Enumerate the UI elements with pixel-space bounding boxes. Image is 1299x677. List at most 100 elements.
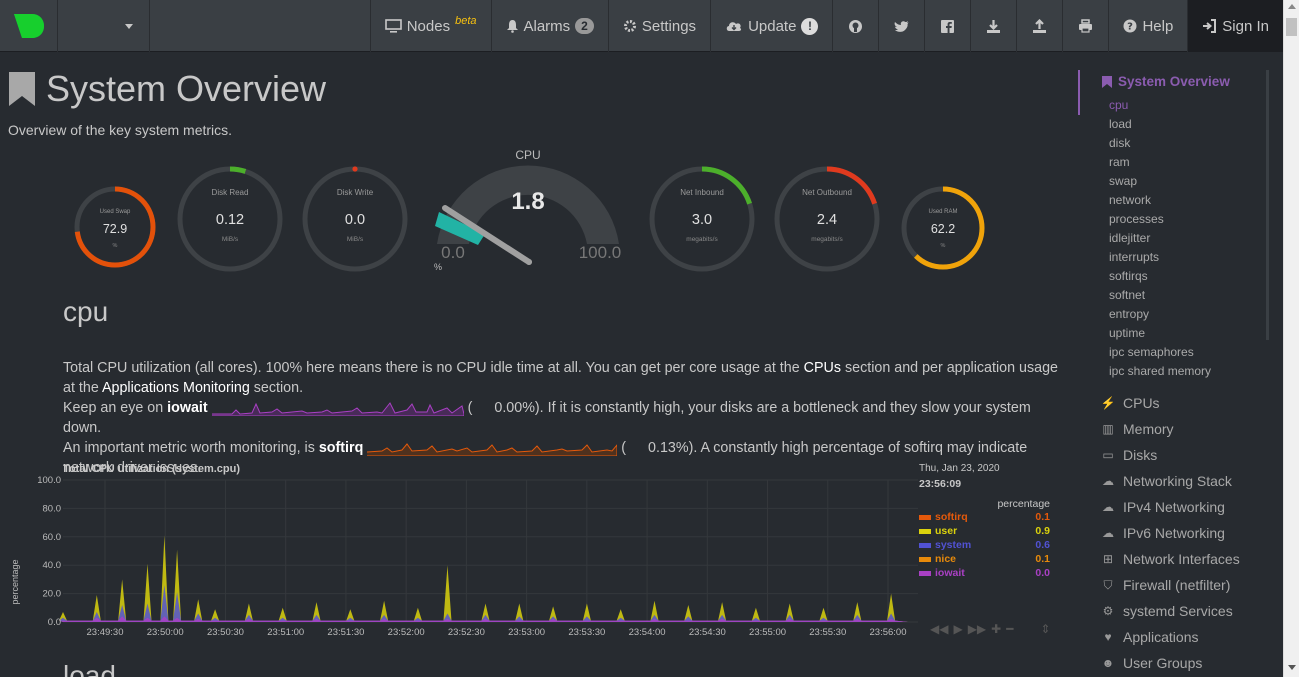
sidenav-group-disks[interactable]: ▭ Disks (1100, 447, 1157, 463)
disk-write-marker (352, 166, 358, 172)
print-button[interactable] (1062, 0, 1108, 52)
cpu-chart[interactable]: 100.0 80.0 60.0 40.0 20.0 0.0 23:49:30 23:50:0… (0, 470, 920, 645)
play-icon[interactable]: ▶ (953, 622, 963, 636)
legend-swatch (919, 542, 931, 548)
sidenav-group-memory[interactable]: ▥ Memory (1100, 421, 1174, 437)
page-scrollbar[interactable] (1283, 0, 1299, 677)
hdd-icon: ▭ (1102, 448, 1114, 462)
chart-x-tick-label: 23:53:00 (508, 627, 545, 638)
sidenav-group-label: IPv6 Networking (1123, 525, 1225, 541)
sidenav-group-networking-stack[interactable]: ☁ Networking Stack (1100, 473, 1232, 489)
iowait-text-1: Keep an eye on (63, 400, 168, 416)
iowait-sparkline[interactable] (211, 400, 464, 417)
legend-item-user[interactable]: user 0.9 (919, 524, 1054, 538)
settings-button[interactable]: Settings (607, 0, 710, 52)
help-button[interactable]: ? Help (1108, 0, 1187, 52)
zoom-out-icon[interactable]: ━ (1006, 622, 1014, 636)
used-ram-gauge[interactable]: Used RAM 62.2 % (900, 185, 986, 271)
iowait-label: iowait (167, 400, 208, 416)
scroll-up-arrow-icon[interactable] (1288, 4, 1296, 9)
sidenav-group-label: Memory (1123, 421, 1174, 437)
legend-series-name: user (935, 525, 958, 537)
sidenav-group-ipv4-networking[interactable]: ☁ IPv4 Networking (1100, 499, 1225, 515)
disk-write-gauge[interactable]: Disk Write 0.0 MiB/s (300, 164, 410, 274)
cpu-gauge[interactable]: CPU 1.8 0.0 100.0 % (425, 144, 635, 279)
bolt-icon: ⚡ (1100, 396, 1116, 410)
sidenav-group-label: Network Interfaces (1123, 551, 1240, 567)
chart-y-tick-label: 40.0 (43, 560, 62, 571)
upload-icon (1033, 18, 1047, 33)
used-swap-gauge[interactable]: Used Swap 72.9 % (73, 185, 157, 269)
nodes-button[interactable]: Nodes beta (369, 0, 491, 52)
used-swap-unit: % (113, 243, 118, 249)
sidenav-group-cpus[interactable]: ⚡ CPUs (1100, 395, 1160, 411)
cogs-icon: ⚙ (1102, 604, 1114, 618)
github-button[interactable] (832, 0, 878, 52)
cpu-section-heading: cpu (63, 296, 109, 327)
sign-in-button[interactable]: Sign In (1187, 0, 1283, 52)
node-selector-dropdown[interactable] (58, 0, 150, 52)
cpus-link[interactable]: CPUs (803, 360, 841, 376)
sidenav-sub-entropy[interactable]: entropy (1109, 307, 1150, 321)
sidenav-group-label: CPUs (1123, 395, 1160, 411)
iowait-text-2: ). If it is constantly high, your disks … (63, 400, 1031, 436)
legend-item-nice[interactable]: nice 0.1 (919, 552, 1054, 566)
net-inbound-gauge[interactable]: Net Inbound 3.0 megabits/s (647, 164, 757, 274)
legend-item-system[interactable]: system 0.6 (919, 538, 1054, 552)
sidenav-sub-disk[interactable]: disk (1109, 136, 1131, 150)
legend-series-value: 0.1 (1035, 553, 1050, 565)
sidenav-group-systemd-services[interactable]: ⚙ systemd Services (1100, 603, 1233, 619)
sidenav-group-label: Networking Stack (1123, 473, 1232, 489)
legend-item-iowait[interactable]: iowait 0.0 (919, 566, 1054, 580)
disk-read-gauge[interactable]: Disk Read 0.12 MiB/s (175, 164, 285, 274)
download-button[interactable] (970, 0, 1016, 52)
sidenav-sub-processes[interactable]: processes (1109, 212, 1164, 226)
sidenav-sub-ipc-semaphores[interactable]: ipc semaphores (1109, 345, 1194, 359)
sidenav-sub-idlejitter[interactable]: idlejitter (1109, 231, 1151, 245)
sidenav-group-network-interfaces[interactable]: ⊞ Network Interfaces (1100, 551, 1240, 567)
chart-areas (59, 535, 908, 622)
sidenav-group-user-groups[interactable]: ☻ User Groups (1100, 655, 1203, 671)
sidenav-sub-softnet[interactable]: softnet (1109, 288, 1146, 302)
settings-label: Settings (641, 17, 697, 35)
update-button[interactable]: Update ! (710, 0, 832, 52)
sidenav-title[interactable]: System Overview (1102, 74, 1230, 89)
sidenav-sub-load[interactable]: load (1109, 117, 1132, 131)
twitter-button[interactable] (878, 0, 924, 52)
sidenav-scrollbar[interactable] (1266, 70, 1269, 340)
resize-icon[interactable]: ⇕ (1040, 622, 1051, 636)
softirq-sparkline[interactable] (367, 440, 618, 457)
facebook-button[interactable] (924, 0, 970, 52)
net-outbound-gauge[interactable]: Net Outbound 2.4 megabits/s (772, 164, 882, 274)
chart-y-tick-label: 100.0 (37, 475, 61, 486)
upload-button[interactable] (1016, 0, 1062, 52)
sidenav-sub-network[interactable]: network (1109, 193, 1152, 207)
sidenav-group-firewall-netfilter-[interactable]: ⛉ Firewall (netfilter) (1100, 577, 1230, 593)
sidenav-sub-uptime[interactable]: uptime (1109, 326, 1146, 340)
cpu-gauge-teal-segment (435, 212, 485, 245)
sidenav-sub-ipc-shared-memory[interactable]: ipc shared memory (1109, 364, 1212, 378)
sidenav-sub-interrupts[interactable]: interrupts (1109, 250, 1160, 264)
applications-monitoring-link[interactable]: Applications Monitoring (101, 380, 250, 396)
sidenav-sub-swap[interactable]: swap (1109, 174, 1138, 188)
scrollbar-thumb[interactable] (1286, 18, 1297, 36)
sidenav-sub-softirqs[interactable]: softirqs (1109, 269, 1148, 283)
legend-item-softirq[interactable]: softirq 0.1 (919, 510, 1054, 524)
chart-x-tick-label: 23:52:30 (448, 627, 485, 638)
sidenav-group-applications[interactable]: ♥ Applications (1100, 629, 1198, 645)
sidenav-group-label: systemd Services (1123, 603, 1233, 619)
chart-x-tick-label: 23:50:00 (147, 627, 184, 638)
scroll-down-arrow-icon[interactable] (1288, 665, 1296, 670)
sidenav-sub-ram[interactable]: ram (1109, 155, 1130, 169)
alarms-button[interactable]: Alarms 2 (490, 0, 608, 52)
disk-write-value: 0.0 (345, 212, 365, 228)
legend-series-value: 0.0 (1035, 567, 1050, 579)
zoom-in-icon[interactable]: ✚ (991, 622, 1002, 636)
page-title: System Overview (8, 68, 326, 110)
netdata-logo[interactable] (0, 0, 58, 52)
sign-in-icon (1203, 19, 1217, 33)
sidenav-sub-cpu[interactable]: cpu (1109, 98, 1129, 112)
rewind-icon[interactable]: ◀◀ (930, 622, 949, 636)
forward-icon[interactable]: ▶▶ (967, 622, 987, 636)
sidenav-group-ipv6-networking[interactable]: ☁ IPv6 Networking (1100, 525, 1225, 541)
